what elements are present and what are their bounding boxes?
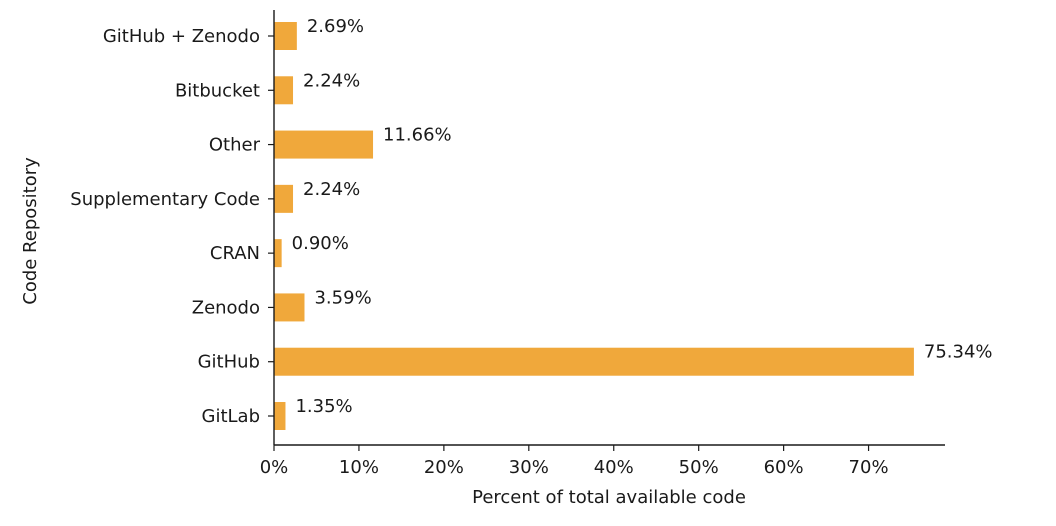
x-axis-ticks: 0% 10% 20% 30% 40% 50% 60% 70% bbox=[260, 445, 889, 478]
bar-value-label: 2.24% bbox=[303, 70, 360, 91]
bar bbox=[274, 239, 282, 268]
x-tick-label: 40% bbox=[594, 457, 634, 478]
x-axis-title: Percent of total available code bbox=[472, 487, 746, 508]
bar-value-label: 1.35% bbox=[295, 396, 352, 417]
bar-value-label: 2.24% bbox=[303, 179, 360, 200]
y-axis-ticks: GitHub + Zenodo Bitbucket Other Supplementa… bbox=[70, 26, 274, 427]
y-tick-label: Other bbox=[209, 135, 261, 156]
bar-value-label: 75.34% bbox=[924, 342, 993, 363]
y-tick-label: GitHub + Zenodo bbox=[103, 26, 260, 47]
bar bbox=[274, 293, 305, 322]
bars-group bbox=[274, 22, 914, 430]
bar bbox=[274, 347, 914, 376]
data-labels-group: 2.69% 2.24% 11.66% 2.24% 0.90% 3.59% 75.34% 1.3… bbox=[292, 16, 993, 417]
y-tick-label: Zenodo bbox=[192, 297, 260, 318]
y-tick-label: GitHub bbox=[198, 352, 260, 373]
x-tick-label: 70% bbox=[849, 457, 889, 478]
y-tick-label: CRAN bbox=[210, 243, 260, 264]
bar-value-label: 11.66% bbox=[383, 125, 452, 146]
x-tick-label: 20% bbox=[424, 457, 464, 478]
bar-value-label: 3.59% bbox=[314, 287, 371, 308]
bar bbox=[274, 130, 374, 159]
y-tick-label: Bitbucket bbox=[175, 80, 260, 101]
x-tick-label: 30% bbox=[509, 457, 549, 478]
y-axis-title: Code Repository bbox=[20, 157, 41, 305]
y-tick-label: GitLab bbox=[202, 406, 261, 427]
bar bbox=[274, 22, 297, 50]
bar-value-label: 2.69% bbox=[307, 16, 364, 37]
x-tick-label: 60% bbox=[764, 457, 804, 478]
x-tick-label: 50% bbox=[679, 457, 719, 478]
x-tick-label: 0% bbox=[260, 457, 289, 478]
y-tick-label: Supplementary Code bbox=[70, 189, 260, 210]
bar bbox=[274, 402, 286, 430]
bar-value-label: 0.90% bbox=[292, 233, 349, 254]
bar bbox=[274, 184, 294, 213]
x-tick-label: 10% bbox=[339, 457, 379, 478]
bar bbox=[274, 76, 294, 105]
